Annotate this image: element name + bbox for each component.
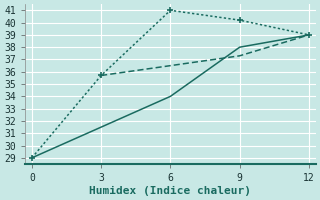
X-axis label: Humidex (Indice chaleur): Humidex (Indice chaleur)	[89, 186, 252, 196]
